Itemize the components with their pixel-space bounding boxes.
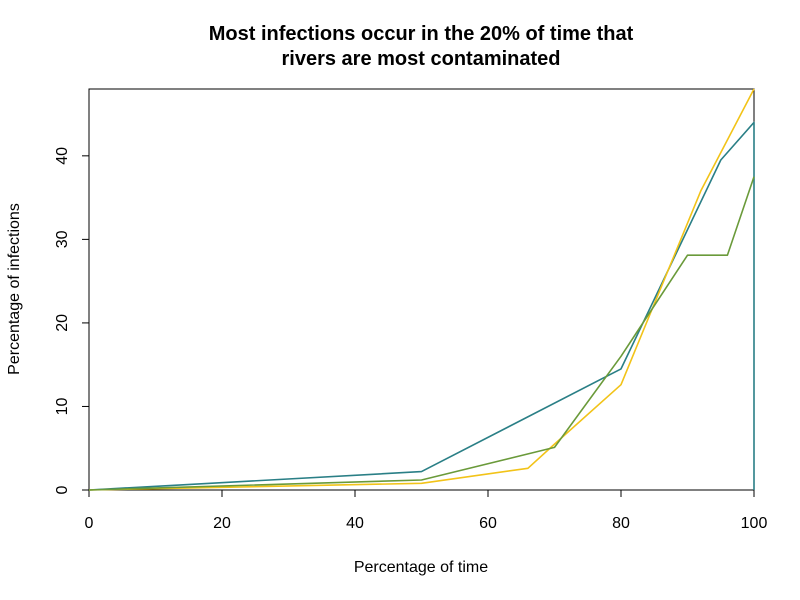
series-line-3 xyxy=(88,176,755,491)
x-tick-label: 60 xyxy=(479,515,497,532)
x-axis-label: Percentage of time xyxy=(354,559,488,576)
y-axis-label: Percentage of infections xyxy=(6,203,23,375)
x-axis: 0 20 40 60 80 100 xyxy=(85,489,768,532)
chart-title-line-2: rivers are most contaminated xyxy=(282,48,561,70)
x-tick-label: 40 xyxy=(346,515,364,532)
plot-frame xyxy=(88,88,755,491)
y-tick-label: 10 xyxy=(54,397,71,415)
series-line-2 xyxy=(88,88,755,491)
series-layer xyxy=(88,88,755,491)
x-tick-label: 80 xyxy=(612,515,630,532)
y-tick-label: 40 xyxy=(54,147,71,165)
x-tick-label: 20 xyxy=(213,515,231,532)
x-tick-label: 0 xyxy=(85,515,94,532)
chart-title-line-1: Most infections occur in the 20% of time… xyxy=(209,23,634,45)
y-tick-label: 30 xyxy=(54,230,71,248)
x-tick-label: 100 xyxy=(741,515,768,532)
y-axis: 0 10 20 30 40 xyxy=(54,147,90,494)
y-tick-label: 0 xyxy=(54,485,71,494)
y-tick-label: 20 xyxy=(54,314,71,332)
